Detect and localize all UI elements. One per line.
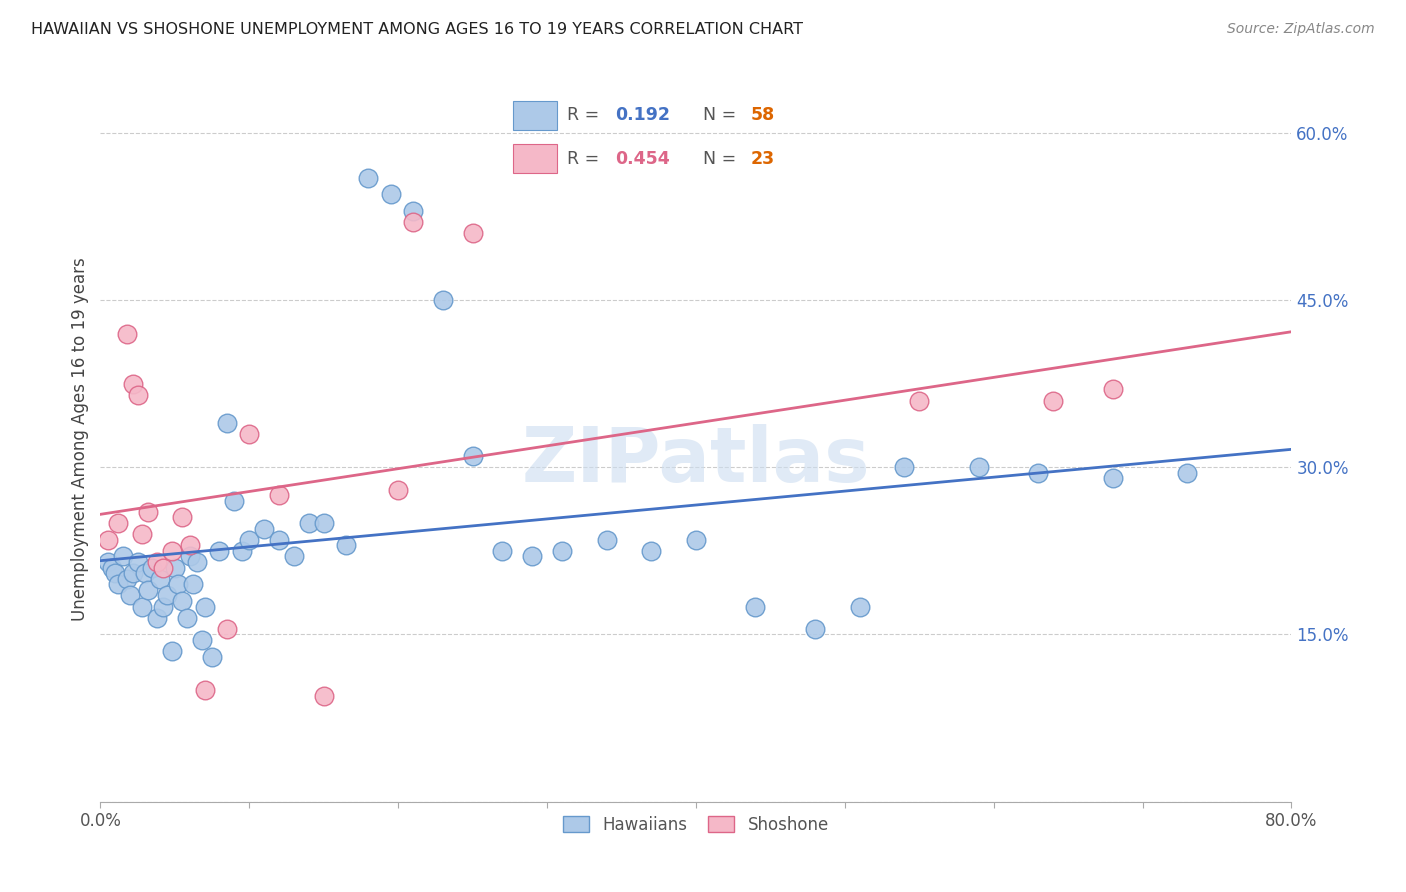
Point <box>107 516 129 530</box>
Point <box>194 599 217 614</box>
Point <box>380 187 402 202</box>
Point <box>172 510 194 524</box>
Point <box>1101 471 1123 485</box>
Point <box>283 549 305 564</box>
Point <box>402 204 425 219</box>
Point <box>215 622 238 636</box>
Point <box>111 549 134 564</box>
Point <box>190 633 212 648</box>
Point <box>176 611 198 625</box>
Point <box>97 555 120 569</box>
Point <box>156 589 179 603</box>
Text: HAWAIIAN VS SHOSHONE UNEMPLOYMENT AMONG AGES 16 TO 19 YEARS CORRELATION CHART: HAWAIIAN VS SHOSHONE UNEMPLOYMENT AMONG … <box>31 22 803 37</box>
Point <box>1042 393 1064 408</box>
Point <box>201 649 224 664</box>
Point <box>186 555 208 569</box>
Point <box>146 611 169 625</box>
Point <box>122 566 145 581</box>
Point <box>127 388 149 402</box>
Point <box>131 527 153 541</box>
Point <box>163 560 186 574</box>
Point <box>804 622 827 636</box>
Point <box>134 566 156 581</box>
Point <box>107 577 129 591</box>
Point <box>298 516 321 530</box>
Point <box>181 577 204 591</box>
Point <box>238 426 260 441</box>
Point <box>267 533 290 547</box>
Point <box>231 544 253 558</box>
Point <box>357 170 380 185</box>
Point <box>595 533 617 547</box>
Point <box>120 589 142 603</box>
Point <box>160 544 183 558</box>
Point <box>136 505 159 519</box>
Point <box>312 516 335 530</box>
Point <box>115 326 138 341</box>
Point <box>141 560 163 574</box>
Point <box>312 689 335 703</box>
Point <box>224 493 246 508</box>
Point <box>432 293 454 308</box>
Legend: Hawaiians, Shoshone: Hawaiians, Shoshone <box>553 806 839 844</box>
Point <box>685 533 707 547</box>
Point <box>267 488 290 502</box>
Point <box>744 599 766 614</box>
Point <box>238 533 260 547</box>
Point <box>253 522 276 536</box>
Point <box>127 555 149 569</box>
Point <box>146 555 169 569</box>
Point <box>402 215 425 229</box>
Point <box>908 393 931 408</box>
Point <box>179 549 201 564</box>
Point <box>160 644 183 658</box>
Point <box>115 572 138 586</box>
Point <box>461 449 484 463</box>
Point <box>152 599 174 614</box>
Point <box>101 560 124 574</box>
Point <box>104 566 127 581</box>
Point <box>194 683 217 698</box>
Text: Source: ZipAtlas.com: Source: ZipAtlas.com <box>1227 22 1375 37</box>
Point <box>1101 383 1123 397</box>
Point <box>1028 466 1050 480</box>
Point <box>97 533 120 547</box>
Point <box>491 544 513 558</box>
Point <box>136 582 159 597</box>
Point <box>640 544 662 558</box>
Point <box>131 599 153 614</box>
Y-axis label: Unemployment Among Ages 16 to 19 years: Unemployment Among Ages 16 to 19 years <box>72 258 89 622</box>
Point <box>461 227 484 241</box>
Point <box>893 460 915 475</box>
Point <box>208 544 231 558</box>
Point <box>335 538 357 552</box>
Point <box>149 572 172 586</box>
Point <box>179 538 201 552</box>
Point <box>387 483 409 497</box>
Point <box>122 376 145 391</box>
Text: ZIPatlas: ZIPatlas <box>522 425 870 499</box>
Point <box>967 460 990 475</box>
Point <box>848 599 870 614</box>
Point <box>551 544 574 558</box>
Point <box>1175 466 1198 480</box>
Point <box>152 560 174 574</box>
Point <box>172 594 194 608</box>
Point <box>520 549 543 564</box>
Point <box>215 416 238 430</box>
Point <box>166 577 188 591</box>
